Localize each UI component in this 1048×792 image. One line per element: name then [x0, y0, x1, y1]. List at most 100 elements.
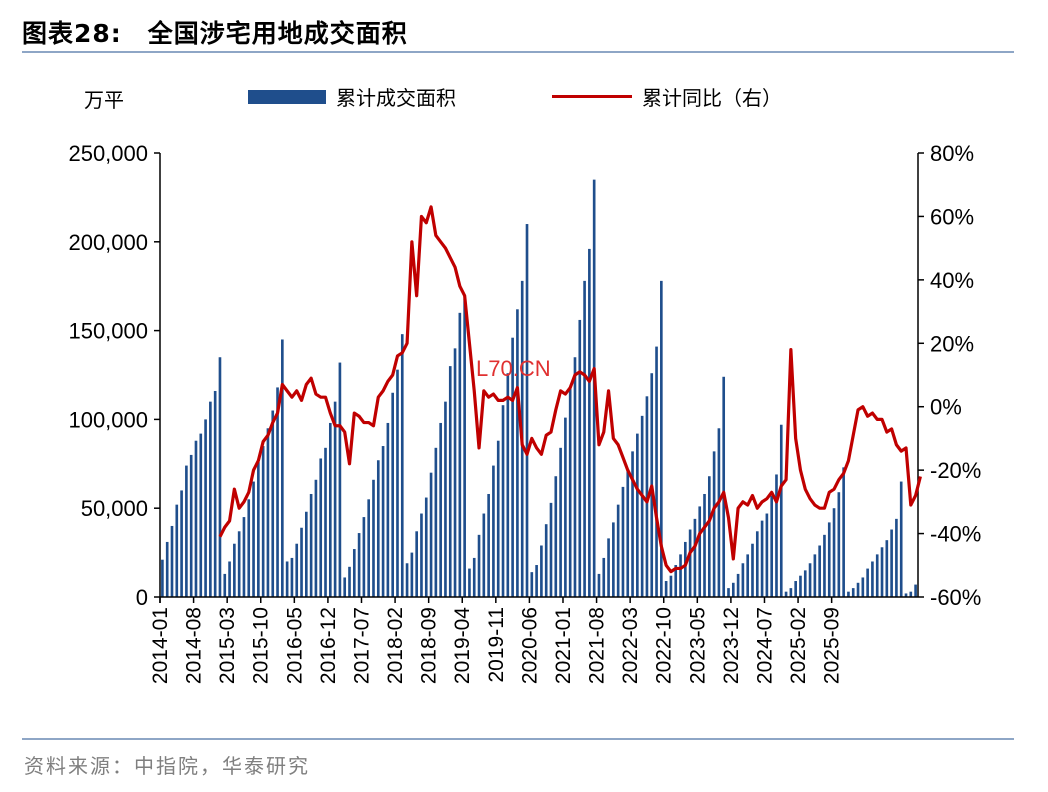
bar [161, 559, 164, 597]
x-tick-label: 2015-03 [216, 607, 239, 684]
left-tick-label: 150,000 [68, 319, 148, 344]
bar [775, 474, 778, 597]
bar [199, 433, 203, 597]
bar [727, 588, 730, 597]
bar [660, 280, 663, 597]
bar [832, 508, 836, 597]
bar [540, 545, 543, 597]
bar [803, 570, 807, 597]
bar [741, 563, 745, 597]
bar [180, 490, 183, 597]
bar [352, 549, 356, 597]
bar [717, 428, 721, 597]
bar [549, 502, 553, 597]
bar [789, 588, 793, 597]
bar [396, 369, 399, 597]
legend-bar-swatch [248, 89, 326, 104]
bar [588, 248, 591, 597]
bar [904, 593, 908, 597]
bar [559, 447, 562, 597]
bar [439, 422, 442, 597]
bar [707, 476, 711, 597]
right-tick-label: 40% [930, 268, 974, 293]
bar [679, 554, 682, 597]
bar [578, 319, 582, 597]
right-tick-label: -20% [930, 458, 981, 483]
bar [866, 568, 869, 597]
bar [223, 573, 227, 597]
bar [472, 557, 476, 597]
bar [185, 465, 188, 597]
legend-line-swatch [552, 95, 632, 98]
bar [247, 499, 251, 597]
bar [736, 573, 740, 597]
left-tick-label: 100,000 [68, 407, 148, 432]
bar [875, 554, 879, 597]
bar [496, 440, 500, 597]
bar [544, 524, 548, 597]
bar [899, 481, 903, 597]
bar [607, 538, 610, 597]
bar [871, 561, 874, 597]
bar [410, 552, 414, 597]
x-tick-label: 2021-01 [552, 607, 575, 684]
left-axis-unit: 万平 [84, 88, 124, 112]
x-tick-label: 2014-08 [183, 607, 206, 684]
bar [535, 565, 538, 597]
bar [357, 533, 361, 597]
bar [189, 454, 193, 597]
bar [338, 362, 342, 597]
bar [233, 543, 236, 597]
bar [218, 357, 222, 597]
x-tick-label: 2016-05 [283, 607, 306, 684]
bar [674, 565, 678, 597]
bar [194, 440, 198, 597]
bar [444, 401, 447, 597]
left-tick-label: 50,000 [81, 496, 148, 521]
bar [664, 581, 668, 597]
bar [391, 392, 394, 597]
yoy-line [218, 205, 922, 574]
bar [266, 428, 270, 597]
bar [237, 531, 241, 597]
bar [285, 561, 289, 597]
bar [631, 451, 634, 597]
right-tick-label: 80% [930, 141, 974, 166]
bar [779, 424, 783, 597]
bar [516, 309, 519, 597]
legend-line-label: 累计同比（右） [642, 86, 782, 110]
bar [367, 499, 371, 597]
x-tick-label: 2017-07 [351, 607, 374, 684]
bar [213, 390, 217, 597]
bar [823, 534, 826, 597]
right-tick-label: 20% [930, 331, 974, 356]
left-tick-label: 250,000 [68, 141, 148, 166]
bar [626, 469, 630, 597]
bar [424, 497, 428, 597]
bar [319, 458, 323, 597]
x-tick-label: 2014-01 [149, 607, 172, 684]
bar [511, 337, 514, 597]
x-tick-label: 2023-12 [720, 607, 743, 684]
legend-item-line: 累计同比（右） [552, 82, 782, 111]
bar [175, 504, 179, 597]
x-tick-label: 2016-12 [317, 607, 340, 684]
bar [890, 529, 893, 597]
bar [405, 563, 409, 597]
left-tick-label: 200,000 [68, 230, 148, 255]
bar [463, 298, 466, 597]
x-tick-label: 2015-10 [250, 607, 273, 684]
bar [722, 376, 726, 597]
bar [573, 357, 577, 597]
bar [290, 557, 294, 597]
bar [372, 479, 375, 597]
bar [621, 486, 625, 597]
legend-bar-label: 累计成交面积 [336, 86, 456, 110]
bar [731, 582, 735, 597]
bar [693, 518, 697, 597]
bar [487, 493, 490, 597]
x-tick-label: 2025-09 [821, 607, 844, 684]
bar [468, 568, 471, 597]
bar [400, 334, 404, 597]
bar [261, 446, 265, 597]
